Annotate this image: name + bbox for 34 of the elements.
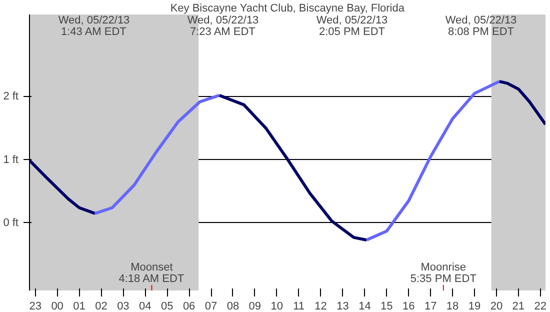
x-tick-label: 12 — [314, 300, 327, 312]
x-tick-label: 07 — [204, 300, 218, 312]
x-tick-label: 15 — [380, 300, 393, 312]
x-tick-label: 09 — [248, 300, 262, 312]
x-tick-label: 16 — [402, 300, 415, 312]
x-tick-label: 20 — [490, 300, 503, 312]
x-tick-label: 11 — [293, 300, 305, 312]
x-tick-label: 19 — [468, 300, 481, 312]
x-tick-label: 18 — [446, 300, 459, 312]
x-tick-label: 06 — [182, 300, 196, 312]
x-tick-label: 04 — [139, 300, 152, 312]
x-tick-label: 02 — [95, 300, 108, 312]
annotation: Wed, 05/22/13 8:08 PM EDT — [445, 14, 517, 38]
x-tick-label: 10 — [270, 300, 284, 312]
x-tick-label: 22 — [534, 300, 547, 312]
annotation: Wed, 05/22/13 1:43 AM EDT — [58, 14, 130, 38]
annotation: Wed, 05/22/13 7:23 AM EDT — [187, 14, 259, 38]
y-tick-label: 1 ft — [3, 154, 19, 166]
x-tick-label: 21 — [512, 300, 525, 312]
chart-title: Key Biscayne Yacht Club, Biscayne Bay, Florida — [170, 2, 406, 14]
x-tick-label: 23 — [29, 300, 42, 312]
ref-line-label: Moonrise 5:35 PM EDT — [410, 262, 477, 285]
y-tick-label: 0 ft — [3, 216, 19, 229]
x-tick-label: 03 — [117, 300, 130, 312]
x-tick-label: 05 — [160, 300, 174, 312]
x-tick-label: 13 — [336, 300, 349, 312]
annotation: Wed, 05/22/13 2:05 PM EDT — [316, 14, 388, 38]
ref-line-label: Moonset 4:18 AM EDT — [118, 262, 184, 285]
x-tick-label: 00 — [51, 300, 64, 312]
y-tick-label: 2 ft — [3, 90, 19, 103]
x-tick-label: 08 — [226, 300, 240, 312]
x-tick-label: 14 — [358, 300, 371, 312]
x-tick-label: 17 — [424, 300, 437, 312]
x-tick-label: 01 — [73, 300, 86, 312]
